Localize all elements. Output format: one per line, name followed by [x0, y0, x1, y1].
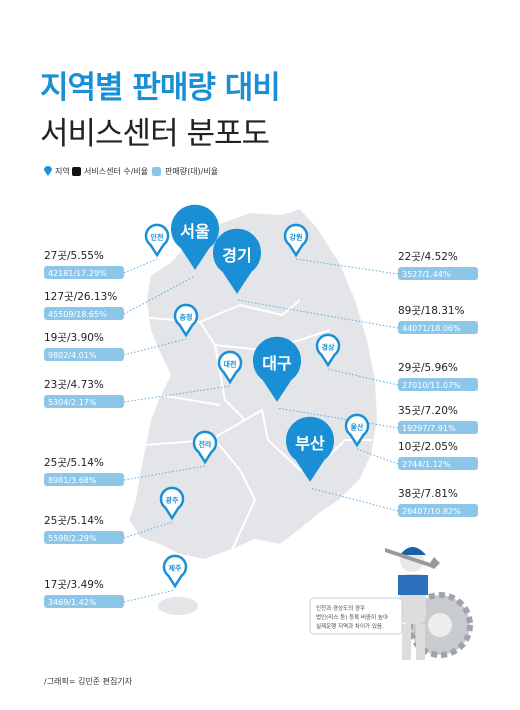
sales-box — [44, 395, 124, 408]
service-count: 127곳/26.13% — [44, 291, 117, 303]
pin — [344, 413, 370, 448]
sales-box — [398, 504, 478, 517]
leader-line — [123, 385, 231, 403]
sales-label: 45509/18.65% — [48, 310, 107, 319]
leader-line — [123, 521, 173, 539]
sales-label: 5304/2.17% — [48, 398, 97, 407]
sales-box — [44, 266, 124, 279]
leader-line — [327, 368, 399, 386]
service-count: 25곳/5.14% — [44, 457, 104, 469]
pin — [144, 223, 170, 258]
pin — [315, 333, 341, 368]
service-count: 89곳/18.31% — [398, 305, 465, 317]
sales-label: 44071/18.06% — [402, 324, 461, 333]
legend-label: 판매량(대)/비율 — [165, 166, 218, 176]
legend: 지역 서비스센터 수/비율 판매량(대)/비율 — [44, 166, 218, 176]
sales-label: 3527/1.44% — [402, 270, 451, 279]
leader-line — [123, 275, 196, 315]
pin — [162, 554, 188, 589]
leader-line — [236, 299, 399, 329]
region-name: 부산 — [295, 434, 325, 453]
leader-line — [276, 407, 399, 429]
sales-label: 2744/1.12% — [402, 460, 451, 469]
sales-box — [44, 348, 124, 361]
sales-label: 3469/1.42% — [48, 598, 97, 607]
pin — [286, 416, 334, 482]
region-name: 강원 — [290, 233, 303, 242]
title-line1: 지역별 판매량 대비 — [40, 70, 281, 106]
region-name: 전라 — [199, 440, 212, 449]
service-count: 17곳/3.49% — [44, 579, 104, 591]
pin — [253, 336, 301, 402]
note-line: 인천과 경상도의 경우 — [316, 604, 365, 612]
region-name: 충청 — [180, 313, 193, 322]
sales-box — [44, 473, 124, 486]
service-count: 35곳/7.20% — [398, 405, 458, 417]
pin — [159, 486, 185, 521]
sales-label: 19297/7.91% — [402, 424, 456, 433]
service-count: 25곳/5.14% — [44, 515, 104, 527]
note-line: 법인(리스 등) 등록 비중이 높아 — [316, 613, 388, 621]
pin — [173, 303, 199, 338]
region-name: 대구 — [262, 354, 292, 373]
sales-box — [44, 307, 124, 320]
service-count: 38곳/7.81% — [398, 488, 458, 500]
pin — [213, 228, 261, 294]
jeju — [158, 597, 198, 615]
sales-label: 9802/4.01% — [48, 351, 97, 360]
sales-box — [398, 457, 478, 470]
service-count: 22곳/4.52% — [398, 251, 458, 263]
sales-box — [398, 267, 478, 280]
service-count: 10곳/2.05% — [398, 441, 458, 453]
leader-line — [123, 338, 187, 356]
sales-box — [44, 595, 124, 608]
note-line: 실제운행 지역과 차이가 있음. — [316, 622, 384, 630]
sales-label: 27010/11.07% — [402, 381, 461, 390]
region-name: 서울 — [180, 222, 210, 241]
leader-line — [123, 258, 158, 274]
pin — [171, 204, 219, 270]
region-name: 광주 — [166, 496, 179, 505]
leader-line — [309, 487, 399, 512]
sales-box — [398, 421, 478, 434]
sales-label: 8981/3.68% — [48, 476, 97, 485]
sales-label: 42181/17.29% — [48, 269, 107, 278]
region-name: 대전 — [224, 360, 237, 369]
legend-label: 지역 — [55, 166, 70, 176]
leader-line — [356, 448, 399, 465]
pin — [192, 430, 218, 465]
title-line2: 서비스센터 분포도 — [40, 116, 270, 152]
sales-box — [398, 321, 478, 334]
credit: /그래픽= 김민준 편집기자 — [44, 676, 133, 686]
region-name: 경상 — [322, 343, 335, 352]
region-name: 제주 — [169, 564, 182, 573]
region-name: 경기 — [222, 246, 251, 265]
service-count: 27곳/5.55% — [44, 250, 104, 262]
sales-box — [44, 531, 124, 544]
legend-label: 서비스센터 수/비율 — [84, 166, 148, 176]
service-count: 23곳/4.73% — [44, 379, 104, 391]
note-box — [309, 597, 403, 635]
pin — [217, 350, 243, 385]
sales-box — [398, 378, 478, 391]
service-count: 29곳/5.96% — [398, 362, 458, 374]
service-count: 19곳/3.90% — [44, 332, 104, 344]
region-name: 울산 — [351, 423, 364, 432]
mechanic-figure — [385, 547, 473, 660]
pin — [283, 223, 309, 258]
region-name: 인천 — [151, 233, 164, 242]
sales-label: 26407/10.82% — [402, 507, 461, 516]
sales-label: 5598/2.29% — [48, 534, 97, 543]
